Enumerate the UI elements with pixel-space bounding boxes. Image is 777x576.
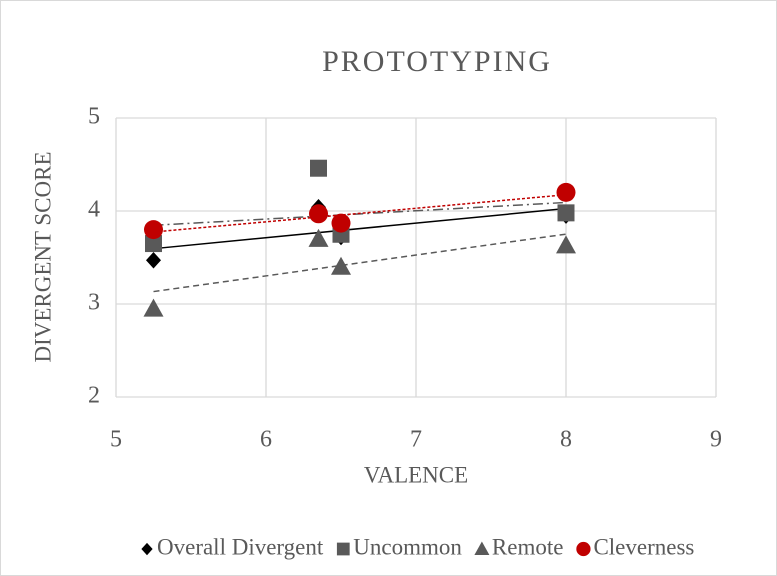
y-axis-label: DIVERGENT SCORE [30, 151, 55, 362]
legend-label: Remote [492, 534, 564, 559]
point [331, 213, 351, 233]
legend-swatch [336, 542, 350, 556]
x-tick-label: 9 [710, 427, 722, 453]
y-tick-label: 3 [88, 290, 100, 316]
legend-swatch [141, 542, 153, 556]
point [144, 220, 163, 240]
legend-swatch [576, 541, 591, 557]
trendline [153, 193, 567, 233]
chart-title: PROTOTYPING [322, 45, 552, 78]
y-tick-label: 2 [88, 383, 100, 409]
x-tick-label: 6 [260, 427, 272, 453]
x-tick-label: 8 [560, 427, 572, 453]
legend-label: Uncommon [353, 534, 462, 559]
legend-swatch [474, 541, 490, 555]
point [310, 159, 327, 177]
x-tick-label: 7 [410, 427, 422, 453]
y-tick-label: 5 [88, 104, 100, 130]
point [146, 252, 161, 269]
x-axis-label: VALENCE [364, 462, 468, 487]
legend-label: Cleverness [593, 534, 694, 559]
point [143, 298, 164, 317]
point [331, 256, 351, 275]
point [145, 235, 162, 253]
point [557, 204, 575, 222]
point [556, 182, 576, 202]
point [309, 204, 328, 224]
y-tick-label: 4 [88, 197, 100, 223]
point [308, 228, 329, 247]
x-tick-label: 5 [110, 427, 122, 453]
trendline [153, 207, 567, 250]
point [556, 235, 576, 254]
legend-label: Overall Divergent [157, 534, 324, 559]
